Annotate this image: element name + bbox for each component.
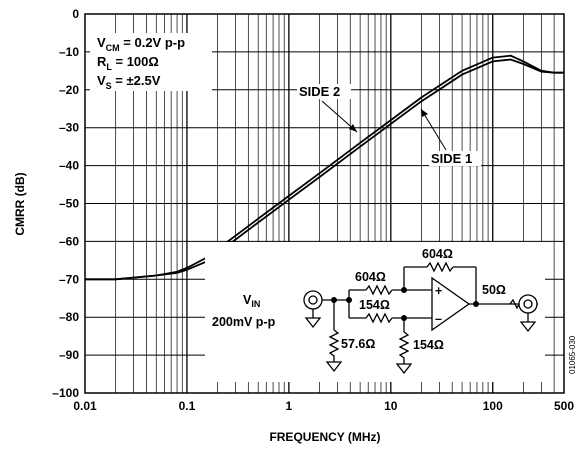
feedback-resistor-label: 604Ω	[422, 247, 453, 261]
condition-line: RL = 100Ω	[97, 54, 159, 72]
y-tick-label: –70	[59, 272, 79, 286]
series-curves	[85, 54, 564, 281]
y-axis-title: CMRR (dB)	[13, 172, 27, 235]
ground-symbol-shunt	[325, 361, 343, 373]
test-circuit-schematic: VIN 200mV p-p 604Ω 604Ω 154Ω 154Ω 57.6Ω …	[205, 242, 545, 382]
ground-symbol-output	[519, 321, 537, 333]
figure-id: 01065-030	[568, 335, 577, 374]
ground-symbol-minus	[395, 363, 413, 375]
plus-input-resistor-label: 604Ω	[355, 270, 386, 284]
y-tick-label: –50	[59, 197, 79, 211]
minus-input-resistor	[365, 312, 393, 324]
y-tick-label: –90	[59, 348, 79, 362]
y-tick-label: –80	[59, 310, 79, 324]
minus-input-resistor-label: 154Ω	[359, 298, 390, 312]
y-tick-label: –30	[59, 121, 79, 135]
condition-line: VS = ±2.5V	[97, 73, 161, 91]
output-resistor-label: 50Ω	[482, 283, 506, 297]
condition-line: VCM = 0.2V p-p	[97, 35, 185, 53]
shunt-resistor-label: 57.6Ω	[341, 337, 375, 351]
conditions-box	[90, 33, 212, 91]
y-tick-label: –20	[59, 83, 79, 97]
output-connector-inner	[523, 299, 533, 309]
input-source-inner	[308, 295, 318, 305]
minus-ground-resistor-label: 154Ω	[413, 338, 444, 352]
output-connector-outer	[518, 294, 538, 314]
side2-arrowhead	[349, 124, 357, 132]
ground-symbol-source	[304, 317, 322, 329]
x-tick-label: 10	[384, 399, 398, 413]
op-amp-plus-sign: +	[435, 284, 442, 298]
x-tick-label: 0.1	[179, 399, 196, 413]
side1-leader-line	[420, 108, 447, 151]
vin-amplitude-label: 200mV p-p	[212, 315, 276, 329]
y-tick-label: 0	[72, 7, 79, 21]
x-tick-label: 500	[554, 399, 574, 413]
y-tick-label: –10	[59, 45, 79, 59]
side2-label: SIDE 2	[299, 84, 340, 99]
y-tick-label: –100	[52, 386, 79, 400]
x-tick-label: 1	[286, 399, 293, 413]
side1-arrowhead	[421, 109, 428, 117]
x-tick-label: 0.01	[73, 399, 97, 413]
y-tick-label: –60	[59, 234, 79, 248]
minus-ground-resistor	[398, 331, 410, 364]
side2-label-bg	[297, 84, 351, 99]
op-amp-triangle	[431, 276, 471, 332]
x-axis-title: FREQUENCY (MHz)	[269, 430, 380, 444]
feedback-resistor	[426, 261, 454, 273]
side1-label: SIDE 1	[431, 151, 472, 166]
shunt-resistor	[328, 329, 340, 362]
side1-label-bg	[429, 151, 481, 166]
schematic-background	[205, 242, 545, 382]
vin-label: VIN	[243, 293, 260, 309]
series-line-1	[85, 54, 564, 281]
op-amp-minus-sign: –	[435, 312, 442, 326]
y-tick-label: –40	[59, 159, 79, 173]
series-line-2	[85, 58, 564, 281]
plot-frame	[84, 13, 565, 394]
plus-input-resistor	[365, 284, 393, 296]
x-tick-label: 100	[483, 399, 503, 413]
